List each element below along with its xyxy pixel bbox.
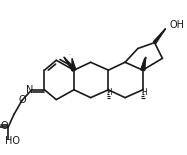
Text: O: O: [0, 121, 8, 131]
Text: OH: OH: [169, 20, 184, 30]
Text: H: H: [106, 88, 112, 97]
Text: H: H: [141, 88, 147, 97]
Polygon shape: [153, 29, 165, 44]
Text: HO: HO: [4, 136, 20, 146]
Polygon shape: [72, 58, 76, 71]
Text: N: N: [26, 85, 33, 95]
Text: O: O: [18, 95, 26, 105]
Polygon shape: [64, 57, 75, 71]
Polygon shape: [141, 57, 146, 71]
Text: ·: ·: [68, 52, 70, 57]
Polygon shape: [141, 58, 145, 71]
